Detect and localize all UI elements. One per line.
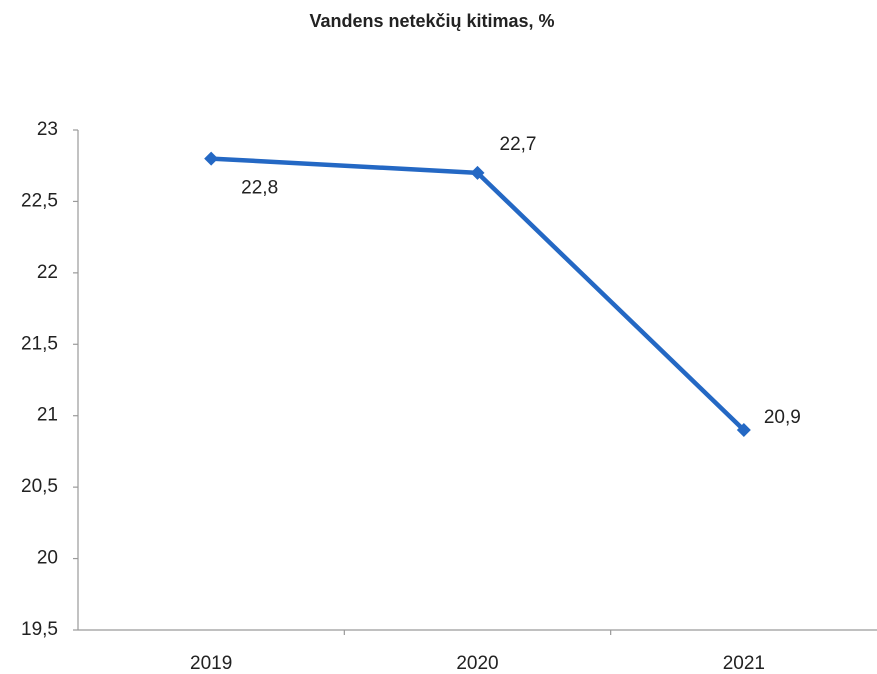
marker <box>204 151 219 166</box>
data-label: 22,8 <box>241 178 278 199</box>
y-tick-label: 20 <box>37 548 58 569</box>
y-tick-label: 20,5 <box>21 476 58 497</box>
x-tick-label: 2019 <box>190 653 232 674</box>
marker <box>470 165 485 180</box>
x-tick-label: 2021 <box>723 653 765 674</box>
line <box>211 156 746 432</box>
chart-title: Vandens netekčių kitimas, % <box>309 11 554 31</box>
data-label: 22,7 <box>500 134 537 155</box>
y-tick-label: 22 <box>37 262 58 283</box>
y-tick-label: 21 <box>37 405 58 426</box>
marker <box>736 423 751 437</box>
y-tick-label: 22,5 <box>21 190 58 211</box>
y-tick-label: 23 <box>37 119 58 140</box>
y-tick-label: 19,5 <box>21 619 58 640</box>
y-tick-label: 21,5 <box>21 333 58 354</box>
data-label: 20,9 <box>764 407 801 428</box>
x-tick-label: 2020 <box>456 653 498 674</box>
